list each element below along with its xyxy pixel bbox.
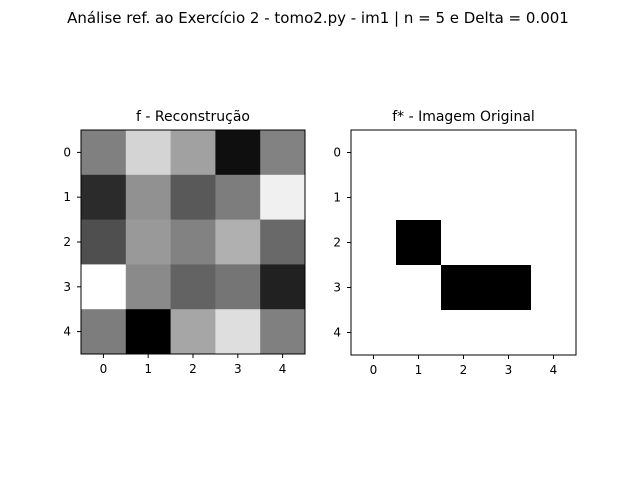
original-cell-r2-c0 — [351, 220, 397, 266]
reconstruction-cell-r2-c3 — [215, 219, 261, 265]
reconstruction-cell-r4-c1 — [125, 309, 171, 355]
reconstruction-title: f - Reconstrução — [136, 109, 250, 125]
original-cell-r2-c4 — [531, 220, 577, 266]
reconstruction-cell-r2-c0 — [81, 219, 127, 265]
original-cell-r3-c0 — [351, 265, 397, 311]
reconstruction-cell-r1-c1 — [125, 174, 171, 220]
reconstruction-x-tick-label: 1 — [144, 362, 152, 376]
reconstruction-cell-r1-c3 — [215, 174, 261, 220]
reconstruction-cell-r1-c4 — [260, 174, 306, 220]
reconstruction-x-tick-label: 0 — [100, 362, 108, 376]
reconstruction-cell-r3-c4 — [260, 264, 306, 310]
original-cell-r1-c0 — [351, 175, 397, 221]
original-x-tick-label: 3 — [505, 363, 513, 377]
original-x-tick-label: 2 — [460, 363, 468, 377]
reconstruction-cell-r3-c3 — [215, 264, 261, 310]
original-cell-r3-c2 — [441, 265, 487, 311]
original-cell-r3-c4 — [531, 265, 577, 311]
original-cell-r0-c3 — [486, 130, 532, 176]
original-cell-r4-c1 — [396, 310, 442, 356]
heatmap-panel-original: f* - Imagem Original 0 1 2 3 4 0 1 2 3 4 — [333, 109, 577, 377]
original-x-tick-label: 0 — [370, 363, 378, 377]
original-cell-r0-c4 — [531, 130, 577, 176]
reconstruction-x-tick-label: 3 — [234, 362, 242, 376]
heatmap-panel-reconstruction: f - Reconstrução 0 1 2 3 4 0 1 2 3 4 — [63, 109, 306, 376]
reconstruction-cell-r4-c4 — [260, 309, 306, 355]
original-cell-r2-c2 — [441, 220, 487, 266]
reconstruction-cell-r0-c0 — [81, 130, 127, 176]
original-cell-r0-c0 — [351, 130, 397, 176]
reconstruction-y-tick-label: 2 — [63, 235, 71, 249]
original-cell-r1-c3 — [486, 175, 532, 221]
reconstruction-y-tick-label: 3 — [63, 280, 71, 294]
original-y-tick-label: 1 — [333, 191, 341, 205]
original-cell-r3-c3 — [486, 265, 532, 311]
original-y-tick-label: 0 — [333, 146, 341, 160]
reconstruction-x-tick-label: 4 — [279, 362, 287, 376]
original-cell-r1-c4 — [531, 175, 577, 221]
original-cell-r1-c2 — [441, 175, 487, 221]
reconstruction-cell-r3-c2 — [170, 264, 216, 310]
original-cell-r1-c1 — [396, 175, 442, 221]
original-cell-r4-c4 — [531, 310, 577, 356]
original-cell-r0-c1 — [396, 130, 442, 176]
reconstruction-cell-r2-c2 — [170, 219, 216, 265]
original-title: f* - Imagem Original — [392, 109, 535, 125]
reconstruction-cell-r1-c2 — [170, 174, 216, 220]
original-cell-r2-c3 — [486, 220, 532, 266]
reconstruction-x-tick-label: 2 — [189, 362, 197, 376]
original-cell-r3-c1 — [396, 265, 442, 311]
original-x-tick-label: 1 — [415, 363, 423, 377]
original-cell-r4-c0 — [351, 310, 397, 356]
original-y-tick-label: 2 — [333, 236, 341, 250]
figure-suptitle: Análise ref. ao Exercício 2 - tomo2.py -… — [67, 9, 569, 27]
original-cell-r4-c2 — [441, 310, 487, 356]
reconstruction-cell-r0-c3 — [215, 130, 261, 176]
reconstruction-y-tick-label: 1 — [63, 190, 71, 204]
reconstruction-cell-r2-c4 — [260, 219, 306, 265]
reconstruction-cell-r4-c0 — [81, 309, 127, 355]
reconstruction-cell-r0-c4 — [260, 130, 306, 176]
reconstruction-cell-r2-c1 — [125, 219, 171, 265]
original-cell-r4-c3 — [486, 310, 532, 356]
original-y-tick-label: 3 — [333, 281, 341, 295]
original-y-tick-label: 4 — [333, 326, 341, 340]
reconstruction-y-tick-label: 0 — [63, 145, 71, 159]
reconstruction-cell-r0-c2 — [170, 130, 216, 176]
original-x-tick-label: 4 — [550, 363, 558, 377]
reconstruction-cell-r0-c1 — [125, 130, 171, 176]
original-cell-r0-c2 — [441, 130, 487, 176]
reconstruction-cell-r3-c0 — [81, 264, 127, 310]
original-cell-r2-c1 — [396, 220, 442, 266]
reconstruction-cell-r4-c2 — [170, 309, 216, 355]
reconstruction-cell-r4-c3 — [215, 309, 261, 355]
reconstruction-y-tick-label: 4 — [63, 325, 71, 339]
reconstruction-cell-r3-c1 — [125, 264, 171, 310]
reconstruction-cell-r1-c0 — [81, 174, 127, 220]
